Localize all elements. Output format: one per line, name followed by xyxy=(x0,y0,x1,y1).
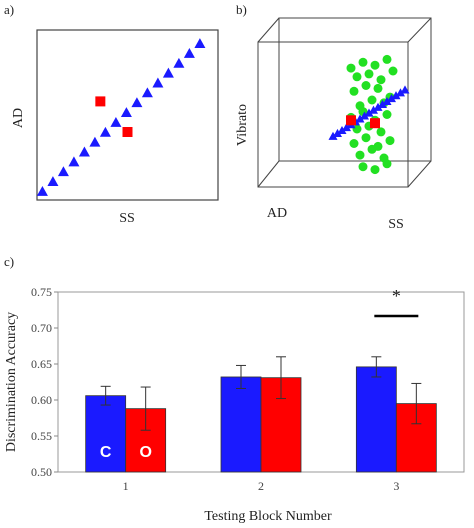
panel-a-red-square-point xyxy=(122,127,133,137)
panel-b-blue-triangle-point xyxy=(396,88,405,97)
panel-a-blue-triangle-point xyxy=(183,47,195,58)
panel-b-green-circle-point xyxy=(355,150,365,160)
panel-b-red-square-point xyxy=(346,115,356,126)
bar-C-block-1 xyxy=(85,395,127,473)
panel-b-green-circle-point xyxy=(388,66,398,76)
panel-b-green-circle-point xyxy=(376,127,386,137)
panel-b-3d-box xyxy=(257,17,432,188)
panel-b-z-axis-label: AD xyxy=(267,206,287,221)
panel-b-x-axis-label: SS xyxy=(388,217,404,232)
x-tick-label: 2 xyxy=(258,479,264,493)
y-tick-label: 0.60 xyxy=(31,393,52,407)
panel-b-green-circle-point xyxy=(346,63,356,73)
panel-b-green-circle-point xyxy=(358,57,368,67)
panel-a-blue-triangle-point xyxy=(78,146,90,157)
panel-a-blue-triangle-point xyxy=(68,156,80,167)
significance-star: * xyxy=(392,286,401,306)
panel-b-blue-triangle-point xyxy=(391,91,401,100)
panel-a-plot-frame xyxy=(36,29,219,201)
y-tick-label: 0.70 xyxy=(31,321,52,335)
panel-b-blue-triangle-point xyxy=(364,108,374,117)
error-bar-C-block-1 xyxy=(100,385,111,406)
panel-b-green-circle-point xyxy=(367,144,377,154)
panel-b-blue-triangle-point xyxy=(387,94,396,103)
panel-b-label: b) xyxy=(236,2,247,17)
panel-b-blue-triangle-point xyxy=(355,114,365,123)
series-label-O: O xyxy=(139,444,151,461)
x-tick-label: 1 xyxy=(123,479,129,493)
panel-b-green-circle-point xyxy=(364,69,374,79)
error-bar-O-block-1 xyxy=(140,386,151,431)
error-bar-O-block-2 xyxy=(276,356,286,400)
panel-b-marks xyxy=(328,54,410,175)
bar-C-block-2 xyxy=(220,376,262,473)
panel-b-blue-triangle-point xyxy=(378,99,387,108)
panel-b-green-circle-point xyxy=(352,72,362,82)
panel-c-bars: C O * xyxy=(85,286,437,473)
panel-b-green-circle-point xyxy=(361,81,371,90)
panel-c-label: c) xyxy=(4,254,14,269)
panel-a-x-axis-label: SS xyxy=(119,211,135,226)
y-tick-label: 0.75 xyxy=(31,285,52,299)
panel-b-y-axis-label: Vibrato xyxy=(235,104,250,146)
panel-b-blue-triangle-point xyxy=(400,85,410,94)
error-bar-C-block-3 xyxy=(371,356,382,378)
y-tick-label: 0.65 xyxy=(31,357,52,371)
bar-C-block-3 xyxy=(355,366,397,473)
panel-c-x-axis-label: Testing Block Number xyxy=(204,509,332,524)
panel-a-y-axis-label: AD xyxy=(11,108,26,128)
panel-b-blue-triangle-point xyxy=(373,102,383,111)
panel-b-blue-triangle-point xyxy=(333,128,342,137)
panel-b-green-circle-point xyxy=(382,110,392,119)
panel-b-green-circle-point xyxy=(349,86,359,96)
panel-b-green-circle-point xyxy=(367,95,377,105)
panel-a-blue-triangle-point xyxy=(141,87,153,98)
panel-b-blue-triangle-point xyxy=(382,96,392,106)
panel-a-blue-triangle-point xyxy=(36,186,48,196)
panel-a-blue-triangle-point xyxy=(162,67,174,78)
panel-c-y-axis-label: Discrimination Accuracy xyxy=(4,312,19,452)
x-tick-label: 3 xyxy=(393,479,399,493)
panel-b-green-circle-point xyxy=(370,60,380,70)
panel-a-blue-triangle-point xyxy=(152,77,164,88)
error-bar-C-block-2 xyxy=(236,364,246,389)
panel-b-green-circle-point xyxy=(352,124,362,134)
panel-a-marks xyxy=(36,38,206,196)
panel-b-red-square-point xyxy=(370,118,380,129)
series-label-C: C xyxy=(100,444,112,461)
panel-a-blue-triangle-point xyxy=(99,126,111,137)
panel-b-blue-triangle-point xyxy=(360,111,369,120)
panel-a-blue-triangle-point xyxy=(173,57,185,68)
panel-b-green-circle-point xyxy=(385,136,395,146)
panel-b-green-circle-point xyxy=(382,159,392,169)
panel-a-blue-triangle-point xyxy=(120,107,132,118)
panel-a-blue-triangle-point xyxy=(131,97,143,108)
panel-b-green-circle-point xyxy=(358,162,368,172)
panel-b-blue-triangle-point xyxy=(337,125,347,135)
panel-b-green-circle-point xyxy=(373,83,383,93)
y-tick-label: 0.50 xyxy=(31,465,52,479)
panel-b-green-circle-point xyxy=(361,133,371,143)
y-tick-label: 0.55 xyxy=(31,429,52,443)
panel-b-blue-triangle-point xyxy=(342,123,351,132)
panel-a-red-square-point xyxy=(95,96,106,107)
panel-a-label: a) xyxy=(4,2,14,17)
panel-a-blue-triangle-point xyxy=(89,136,101,147)
panel-b-green-circle-point xyxy=(349,139,359,148)
panel-a-blue-triangle-point xyxy=(47,176,59,187)
panel-a-blue-triangle-point xyxy=(57,166,69,177)
panel-b-blue-triangle-point xyxy=(369,105,378,114)
panel-a-blue-triangle-point xyxy=(194,38,206,48)
panel-b-green-circle-point xyxy=(376,75,386,85)
panel-b-green-circle-point xyxy=(370,165,380,175)
panel-b-blue-triangle-point xyxy=(328,131,338,140)
panel-a-blue-triangle-point xyxy=(110,116,122,127)
error-bar-O-block-3 xyxy=(411,382,422,425)
panel-b-green-circle-point xyxy=(382,54,392,64)
